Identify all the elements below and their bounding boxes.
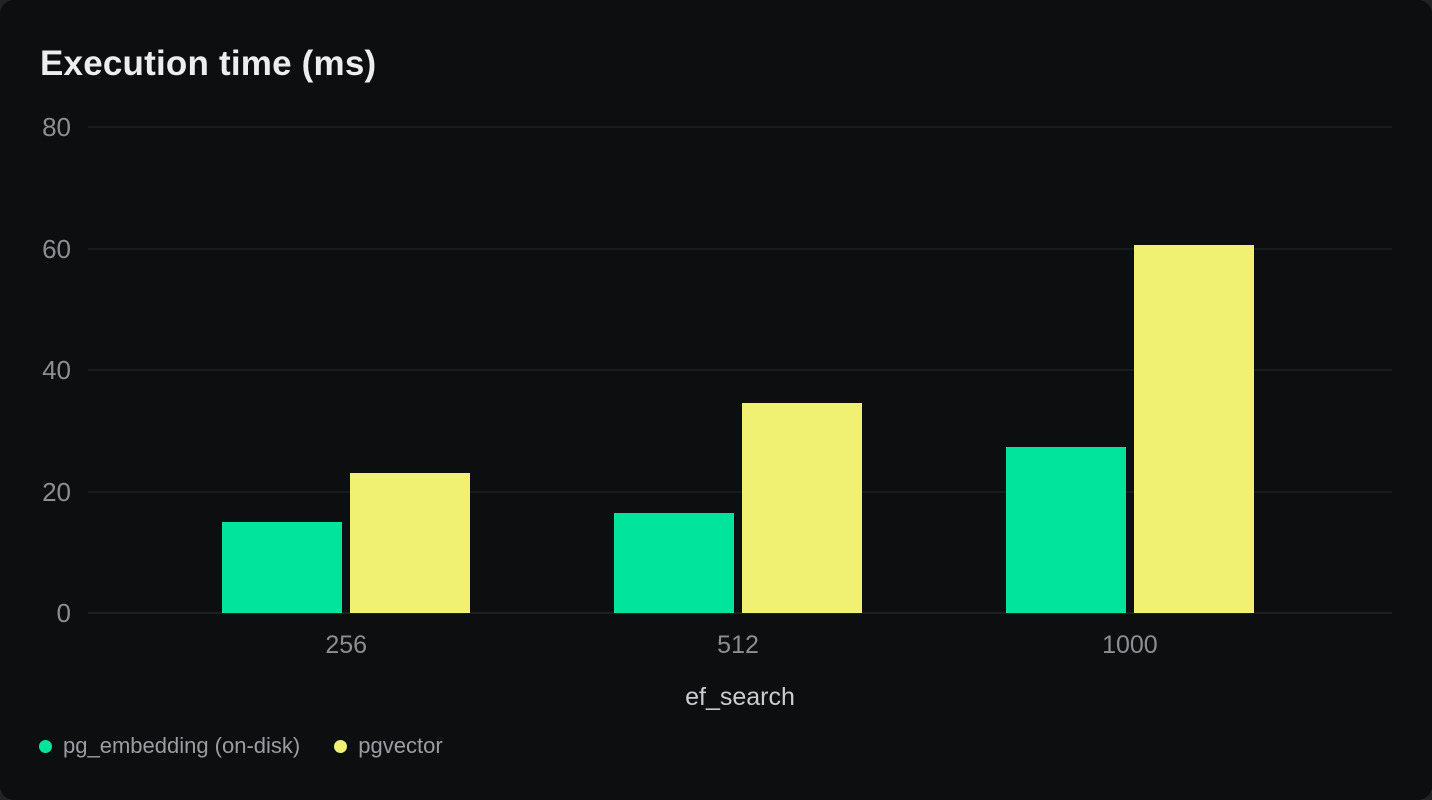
bar-group-1000: 1000 xyxy=(1005,127,1254,659)
legend-label: pg_embedding (on-disk) xyxy=(63,733,301,758)
legend-dot-icon xyxy=(39,739,52,753)
chart-title: Execution time (ms) xyxy=(40,44,377,83)
x-axis-baseline xyxy=(88,612,1392,614)
gridline xyxy=(88,126,1392,128)
legend-item: pg_embedding (on-disk) xyxy=(39,733,300,759)
gridline xyxy=(88,491,1392,492)
gridline xyxy=(88,248,1392,249)
bar-pgvector-1000 xyxy=(1133,244,1254,613)
bar-pg_embedding-512 xyxy=(614,513,735,613)
legend-item: pgvector xyxy=(334,733,443,759)
bar-pgvector-256 xyxy=(350,473,471,613)
bar-pgvector-512 xyxy=(742,403,863,613)
x-axis-label: ef_search xyxy=(685,683,795,711)
gridline xyxy=(88,369,1392,371)
legend: pg_embedding (on-disk) pgvector xyxy=(39,733,443,759)
bar-group-512: 512 xyxy=(614,127,863,659)
x-tick-label: 512 xyxy=(717,631,759,659)
legend-dot-icon xyxy=(334,739,348,753)
legend-label: pgvector xyxy=(358,733,443,758)
bar-pg_embedding-1000 xyxy=(1005,446,1126,613)
bar-group-256: 256 xyxy=(222,127,471,659)
bar-pg_embedding-256 xyxy=(222,521,343,613)
x-tick-label: 1000 xyxy=(1102,631,1158,659)
plot-area: 0 20 40 60 80 256 512 1000 xyxy=(42,114,1392,659)
x-tick-label: 256 xyxy=(325,631,368,659)
